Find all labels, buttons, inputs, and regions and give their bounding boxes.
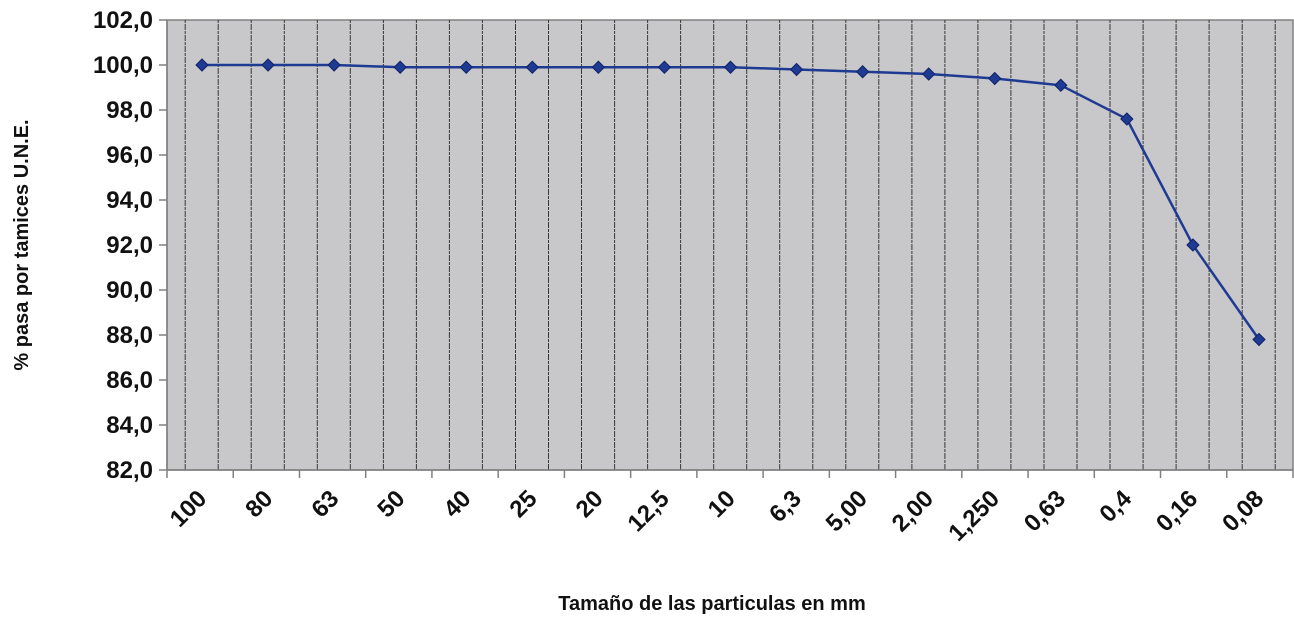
data-point xyxy=(1186,238,1200,252)
x-tick-label: 40 xyxy=(439,485,477,523)
y-tick-label: 98,0 xyxy=(106,97,153,124)
y-tick-label: 90,0 xyxy=(106,277,153,304)
data-point xyxy=(327,58,341,72)
plot-area xyxy=(166,19,1294,471)
x-tick-label: 6,3 xyxy=(764,485,807,528)
data-point xyxy=(1054,78,1068,92)
x-tick-label: 12,5 xyxy=(623,485,675,537)
data-point xyxy=(195,58,209,72)
data-point xyxy=(657,60,672,74)
x-tick-label: 0,16 xyxy=(1151,485,1203,537)
x-tick-label: 25 xyxy=(505,485,543,523)
data-point xyxy=(855,65,870,79)
x-tick-label: 2,00 xyxy=(887,485,939,537)
x-tick-label: 1,250 xyxy=(943,485,1005,547)
y-tick-label: 96,0 xyxy=(106,142,153,169)
y-tick-label: 92,0 xyxy=(106,232,153,259)
data-point xyxy=(1120,112,1134,126)
x-tick-label: 5,00 xyxy=(821,485,873,537)
y-tick-label: 102,0 xyxy=(93,7,153,34)
data-point xyxy=(525,60,540,74)
x-tick-label: 10 xyxy=(703,485,741,523)
data-point xyxy=(921,67,936,81)
y-tick-label: 100,0 xyxy=(93,52,153,79)
x-tick-label: 20 xyxy=(571,485,609,523)
x-tick-label: 63 xyxy=(306,485,344,523)
y-tick-label: 86,0 xyxy=(106,367,153,394)
x-axis: 100 80 63 50 40 25 20 12,5 10 6,3 5,00 2,00 1,250 0,6… xyxy=(165,469,1294,547)
x-axis-title: Tamaño de las particulas en mm xyxy=(558,593,866,615)
data-point xyxy=(988,71,1002,86)
x-tick-label: 0,4 xyxy=(1094,485,1137,528)
y-tick-label: 88,0 xyxy=(106,322,153,349)
vertical-gridlines xyxy=(184,20,1276,470)
data-point xyxy=(591,60,606,74)
y-tick-label: 84,0 xyxy=(106,412,153,439)
x-tick-label: 100 xyxy=(165,485,212,532)
x-tick-label: 80 xyxy=(240,485,278,523)
y-tick-label: 94,0 xyxy=(106,187,153,214)
data-point xyxy=(1252,332,1266,347)
data-point xyxy=(723,60,738,74)
data-point xyxy=(393,60,407,74)
data-point xyxy=(459,60,473,74)
y-axis-title: % pasa por tamices U.N.E. xyxy=(11,119,33,370)
x-tick-label: 0,08 xyxy=(1217,485,1269,537)
y-tick-label: 82,0 xyxy=(106,457,153,484)
data-point xyxy=(261,58,275,72)
data-point xyxy=(789,62,804,77)
y-axis: 82,0 84,0 86,0 88,0 90,0 92,0 94,0 96,0 98,0 100,… xyxy=(93,7,168,484)
series xyxy=(195,58,1266,347)
x-tick-label: 50 xyxy=(372,485,410,523)
x-tick-label: 0,63 xyxy=(1019,485,1071,537)
